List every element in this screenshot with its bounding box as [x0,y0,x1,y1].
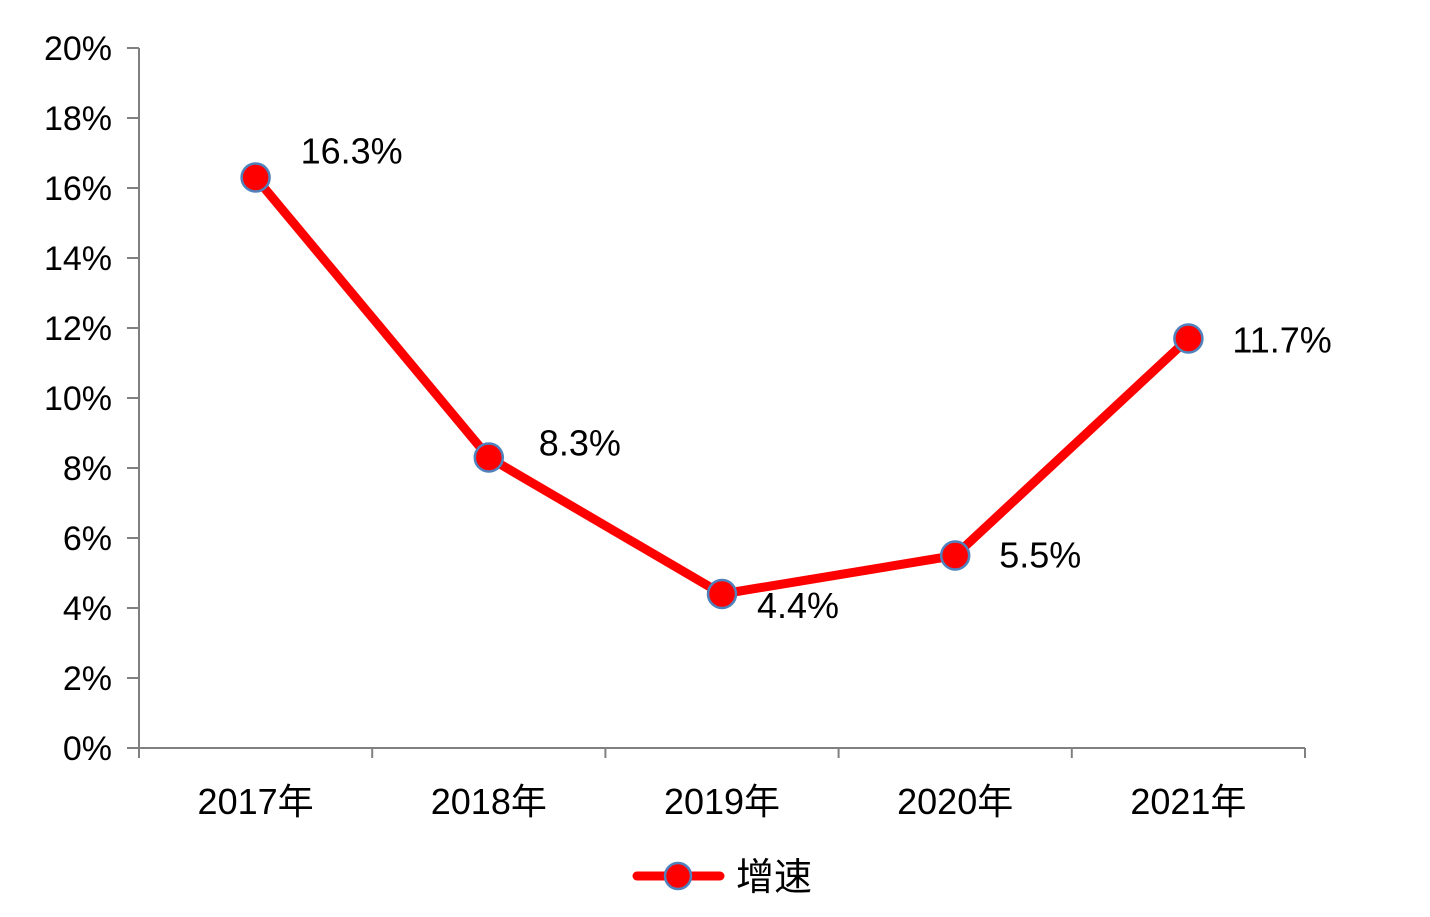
y-tick-label: 6% [63,520,112,558]
y-tick-label: 10% [44,380,112,418]
data-label: 11.7% [1232,320,1331,361]
data-label: 4.4% [757,585,839,626]
series-growth [240,162,1204,610]
y-tick-label: 20% [44,30,112,68]
data-point [240,162,271,193]
y-tick-label: 8% [63,450,112,488]
x-tick-label: 2021年 [1130,781,1246,822]
y-tick-label: 14% [44,240,112,278]
legend-label: 增速 [736,857,812,899]
y-axis-ticks: 0% 2% 4% 6% 8% 10% 12% 14% 16% 18% 20% [44,30,139,768]
data-point [706,578,738,610]
y-tick-label: 2% [63,660,112,698]
data-label: 16.3% [301,131,403,172]
legend: 增速 [632,857,812,899]
series-line [251,173,1193,599]
y-tick-label: 16% [44,170,112,208]
y-tick-label: 4% [63,590,112,628]
y-tick-label: 18% [44,100,112,138]
y-tick-label: 12% [44,310,112,348]
y-tick-label: 0% [63,730,112,768]
x-tick-label: 2018年 [431,781,547,822]
data-point [473,442,505,473]
data-point [1173,323,1204,354]
x-axis-ticks: 2017年 2018年 2019年 2020年 2021年 [138,748,1306,822]
x-tick-label: 2020年 [897,781,1013,822]
data-point [939,540,971,571]
x-tick-label: 2017年 [198,781,314,822]
data-label: 8.3% [539,423,621,464]
legend-marker-swatch [663,861,693,891]
data-labels: 16.3% 8.3% 4.4% 5.5% 11.7% [301,131,1332,627]
data-label: 5.5% [999,535,1081,576]
x-tick-label: 2019年 [664,781,780,822]
